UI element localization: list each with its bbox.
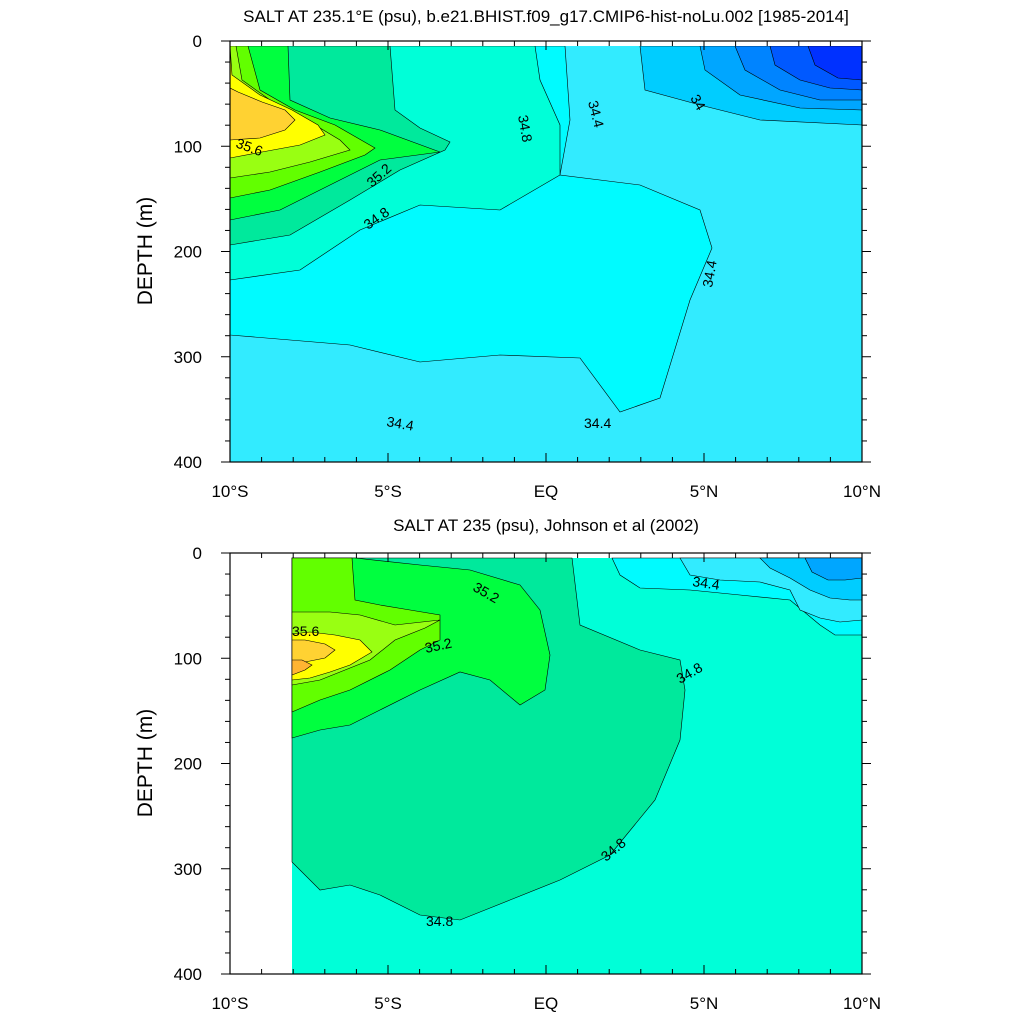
fill-36.4-region	[291, 659, 313, 676]
contour-label: 34.8	[426, 913, 453, 929]
contour-label: 34.4	[585, 99, 607, 130]
contour-label: 34.4	[385, 413, 415, 434]
panel-model: SALT AT 235.1°E (psu), b.e21.BHIST.f09_g…	[134, 7, 881, 501]
x-tick-label: 5°N	[690, 482, 719, 501]
panel-model-ytick-labels: 0 100 200 300 400	[174, 32, 202, 472]
fill-36.2-region	[291, 639, 336, 666]
x-tick-label: EQ	[534, 482, 559, 501]
x-tick-label: 10°N	[843, 482, 881, 501]
panel-model-xtick-labels: 10°S 5°S EQ 5°N 10°N	[211, 482, 881, 501]
x-tick-label: EQ	[534, 994, 559, 1013]
y-tick-label: 100	[174, 137, 202, 156]
contour-label: 34	[687, 92, 709, 114]
panel-obs-title: SALT AT 235 (psu), Johnson et al (2002)	[393, 516, 699, 535]
x-tick-label: 10°S	[211, 482, 248, 501]
fill-36.2-region	[230, 87, 296, 141]
y-tick-label: 200	[174, 243, 202, 262]
fill-34.0-region	[804, 557, 862, 581]
contour-label: 34.4	[584, 415, 611, 431]
panel-obs-contour-fill	[291, 557, 862, 974]
panel-obs-ticks	[221, 552, 871, 975]
panel-model-ticks	[221, 40, 871, 463]
contour-label: 35.2	[423, 635, 453, 656]
panel-obs-ylabel: DEPTH (m)	[134, 709, 157, 818]
y-tick-label: 100	[174, 649, 202, 668]
x-tick-label: 5°S	[374, 482, 402, 501]
y-tick-label: 0	[193, 32, 202, 51]
y-tick-label: 200	[174, 755, 202, 774]
y-tick-label: 300	[174, 348, 202, 367]
contour-label: 34.4	[699, 259, 720, 289]
panel-obs-xtick-labels: 10°S 5°S EQ 5°N 10°N	[211, 994, 881, 1013]
x-tick-label: 10°N	[843, 994, 881, 1013]
panel-model-ylabel: DEPTH (m)	[134, 197, 157, 306]
y-tick-label: 300	[174, 860, 202, 879]
panel-obs-ytick-labels: 0 100 200 300 400	[174, 544, 202, 984]
contour-label: 34.4	[692, 573, 721, 593]
panel-model-contour-fill	[230, 41, 862, 462]
y-tick-label: 400	[174, 453, 202, 472]
panel-obs: SALT AT 235 (psu), Johnson et al (2002) …	[134, 516, 881, 1013]
contour-label: 34.8	[515, 114, 536, 144]
contour-label: 35.6	[292, 623, 319, 639]
y-tick-label: 0	[193, 544, 202, 563]
panel-model-title: SALT AT 235.1°E (psu), b.e21.BHIST.f09_g…	[243, 7, 849, 26]
x-tick-label: 10°S	[211, 994, 248, 1013]
x-tick-label: 5°S	[374, 994, 402, 1013]
y-tick-label: 400	[174, 965, 202, 984]
x-tick-label: 5°N	[690, 994, 719, 1013]
